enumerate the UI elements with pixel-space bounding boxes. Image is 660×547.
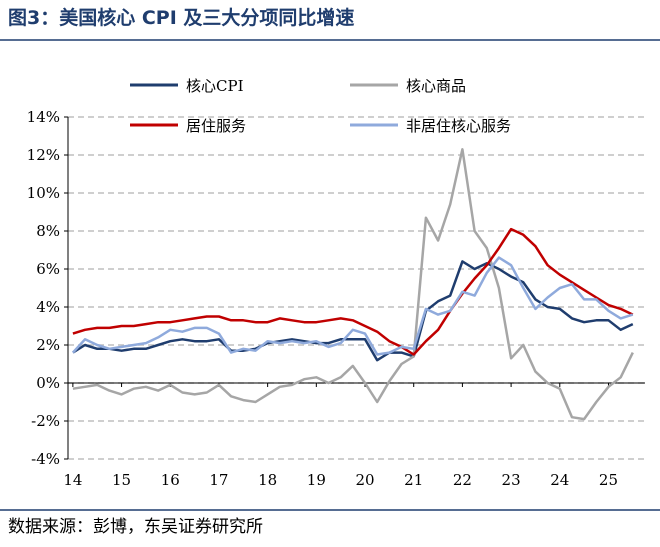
legend-label: 核心商品 — [406, 77, 466, 95]
x-tick-label: 18 — [258, 471, 277, 489]
x-tick-label: 24 — [550, 471, 569, 489]
series-line — [72, 227, 634, 356]
chart-title: 图3：美国核心 CPI 及三大分项同比增速 — [8, 6, 354, 29]
y-tick-label: 0% — [36, 374, 60, 392]
x-tick-label: 25 — [599, 471, 618, 489]
y-tick-label: 8% — [36, 222, 60, 240]
x-tick-label: 22 — [453, 471, 472, 489]
x-tick-label: 20 — [355, 471, 374, 489]
y-tick-label: -4% — [31, 450, 60, 468]
y-tick-label: 6% — [36, 260, 60, 278]
x-tick-label: 19 — [307, 471, 326, 489]
source-note: 数据来源：彭博，东吴证券研究所 — [8, 517, 263, 537]
y-tick-label: 10% — [27, 184, 60, 202]
series-line — [71, 256, 634, 356]
legend-label: 居住服务 — [186, 117, 246, 135]
legend-label: 非居住核心服务 — [406, 117, 511, 135]
x-tick-label: 16 — [161, 471, 180, 489]
x-tick-label: 14 — [63, 471, 82, 489]
series-line — [72, 260, 634, 362]
x-tick-label: 23 — [502, 471, 521, 489]
y-tick-label: 4% — [36, 298, 60, 316]
series-line — [72, 148, 634, 421]
y-tick-label: 14% — [27, 108, 60, 126]
y-tick-label: 2% — [36, 336, 60, 354]
y-tick-label: -2% — [31, 412, 60, 430]
x-tick-label: 17 — [209, 471, 228, 489]
y-tick-label: 12% — [27, 146, 60, 164]
legend-label: 核心CPI — [186, 77, 244, 95]
x-tick-label: 21 — [404, 471, 423, 489]
x-tick-label: 15 — [112, 471, 131, 489]
